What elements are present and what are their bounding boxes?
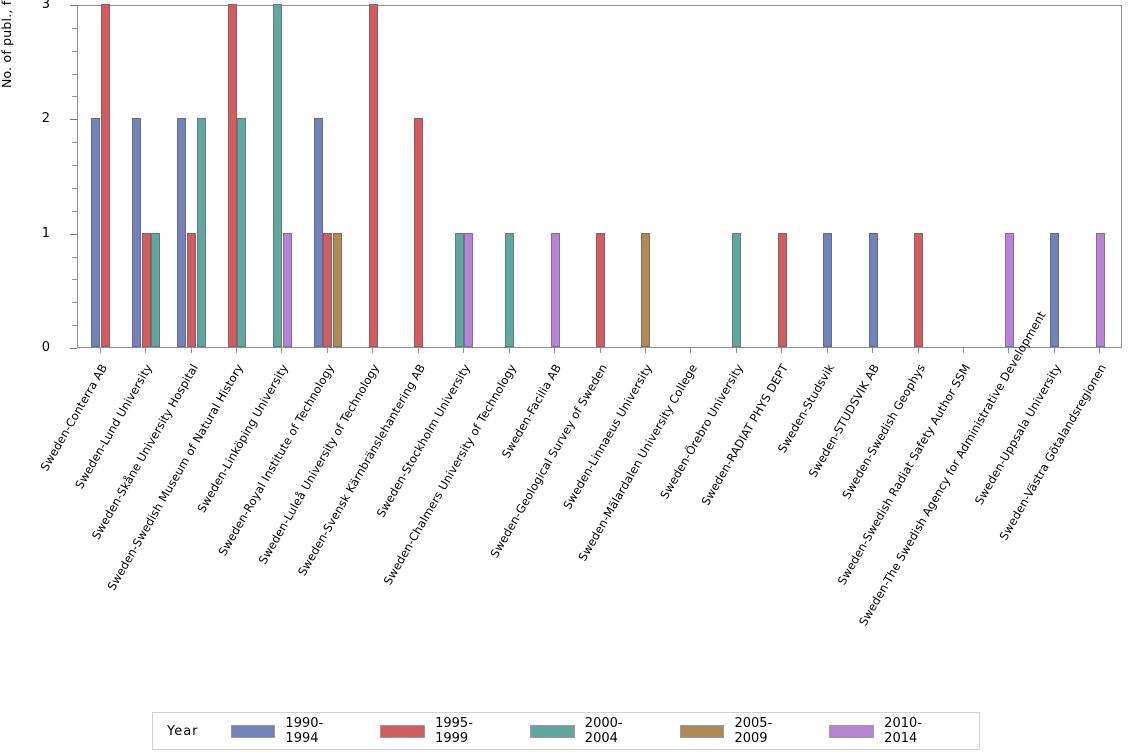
legend-swatch <box>230 724 276 738</box>
y-tick-label: 3 <box>41 0 50 12</box>
x-tick <box>644 348 646 353</box>
bar <box>273 4 283 347</box>
bar <box>1050 232 1060 347</box>
x-tick <box>781 348 783 353</box>
x-tick <box>1008 348 1010 353</box>
bar <box>227 4 237 347</box>
y-minor-tick <box>72 27 77 29</box>
x-tick <box>962 348 964 353</box>
bar <box>101 4 111 347</box>
legend-label: 2005-2009 <box>734 716 773 746</box>
x-tick <box>281 348 283 353</box>
legend-title: Year <box>167 723 199 739</box>
legend-entry[interactable]: 1990-1994 <box>230 716 347 746</box>
bar <box>505 232 515 347</box>
bar <box>332 232 342 347</box>
bar <box>914 232 924 347</box>
y-minor-tick <box>72 50 77 52</box>
y-minor-tick <box>72 325 77 327</box>
bars-layer <box>78 4 1121 347</box>
y-tick-label: 0 <box>41 340 50 355</box>
legend-entries: 1990-1994 1995-1999 2000-2004 2005-2009 2010… <box>230 716 979 746</box>
legend-label: 2010-2014 <box>884 716 922 746</box>
y-minor-tick <box>72 210 77 212</box>
bar <box>550 232 560 347</box>
x-tick <box>190 348 192 353</box>
y-tick-label: 2 <box>41 111 50 127</box>
y-major-tick <box>70 119 77 121</box>
x-tick <box>826 348 828 353</box>
legend-entry[interactable]: 2000-2004 <box>529 716 646 746</box>
x-tick <box>236 348 238 353</box>
y-axis-title: No. of publ., full counts <box>0 0 14 88</box>
y-major-tick <box>70 233 77 235</box>
x-tick <box>1099 348 1101 353</box>
legend-entry[interactable]: 1995-1999 <box>380 716 496 746</box>
x-tick <box>508 348 510 353</box>
x-tick <box>417 348 419 353</box>
y-major-tick <box>70 348 77 349</box>
bar <box>641 232 651 347</box>
x-tick <box>554 348 556 353</box>
bar <box>177 118 187 347</box>
legend-swatch <box>529 724 575 738</box>
bar <box>323 232 333 347</box>
bar <box>596 232 605 347</box>
x-tick <box>690 348 692 353</box>
bar <box>732 232 742 347</box>
bar <box>464 232 474 347</box>
bar <box>777 232 787 347</box>
bar <box>313 118 323 347</box>
x-tick <box>372 348 374 353</box>
bar <box>454 232 464 347</box>
bar <box>823 232 833 347</box>
y-tick-label: 1 <box>41 225 50 241</box>
bar <box>187 232 197 347</box>
legend-swatch <box>679 724 725 738</box>
bar <box>196 118 206 347</box>
y-minor-tick <box>72 165 77 167</box>
y-minor-tick <box>72 279 77 281</box>
y-major-tick <box>70 5 77 6</box>
bar <box>132 118 142 347</box>
legend-swatch <box>380 724 426 738</box>
legend: Year 1990-1994 1995-1999 2000-2004 2005-200… <box>152 712 980 750</box>
bar <box>141 232 151 347</box>
y-minor-tick <box>72 302 77 304</box>
legend-entry[interactable]: 2005-2009 <box>679 716 796 746</box>
x-tick <box>735 348 737 353</box>
legend-label: 1995-1999 <box>435 716 473 746</box>
legend-swatch <box>829 724 875 738</box>
y-minor-tick <box>72 187 77 189</box>
bar <box>91 118 101 347</box>
bar <box>1004 232 1014 347</box>
plot-area <box>77 4 1122 348</box>
bar <box>237 118 247 347</box>
y-minor-tick <box>72 256 77 258</box>
legend-label: 2000-2004 <box>584 716 623 746</box>
x-tick <box>599 348 601 353</box>
bar <box>151 232 161 347</box>
legend-label: 1990-1994 <box>285 716 324 746</box>
y-minor-tick <box>72 73 77 75</box>
x-tick <box>917 348 919 353</box>
bar <box>868 232 878 347</box>
x-tick <box>145 348 147 353</box>
bar <box>368 4 378 347</box>
x-tick <box>99 348 101 353</box>
x-tick <box>463 348 465 353</box>
bar <box>282 232 292 347</box>
x-tick <box>326 348 328 353</box>
y-minor-tick <box>72 96 77 98</box>
bar <box>1095 232 1105 347</box>
x-tick <box>1053 348 1055 353</box>
y-minor-tick <box>72 142 77 144</box>
legend-entry[interactable]: 2010-2014 <box>829 716 945 746</box>
x-tick <box>872 348 874 353</box>
bar <box>414 118 424 347</box>
